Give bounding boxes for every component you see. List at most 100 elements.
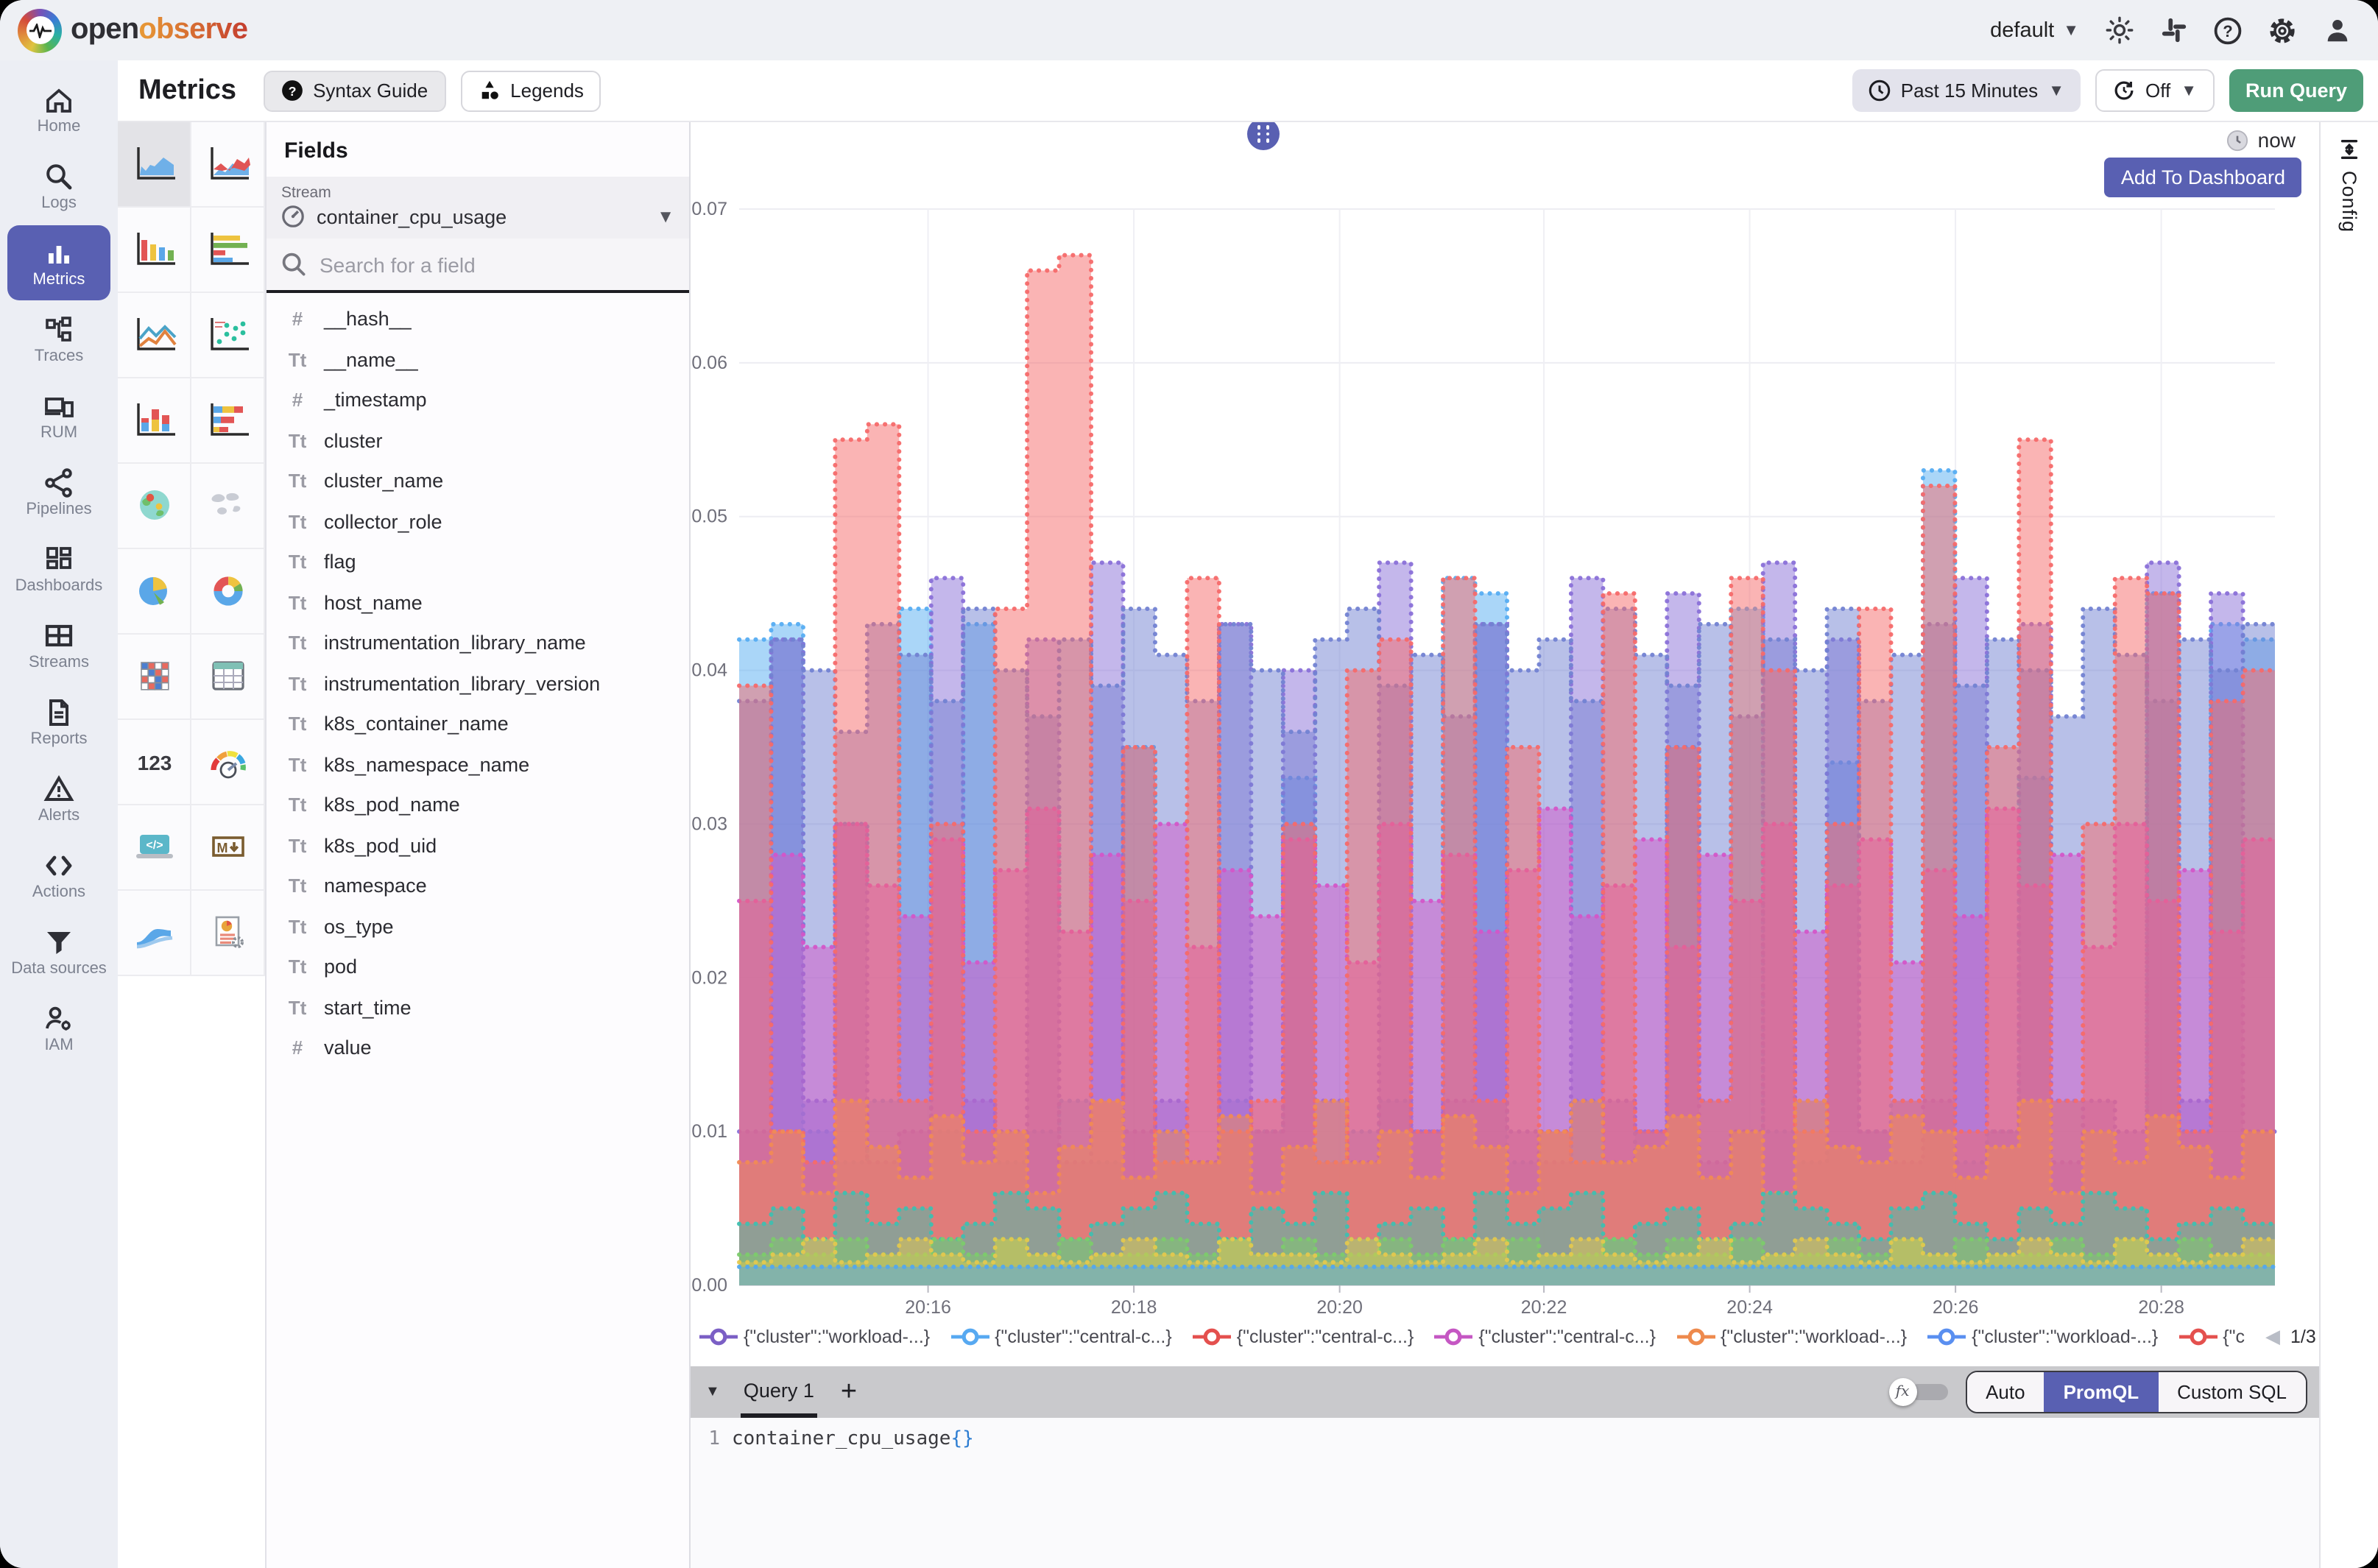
sidebar-item-streams[interactable]: Streams [7, 608, 110, 683]
chart-type-bar-stacked[interactable] [118, 378, 191, 464]
sidebar-item-home[interactable]: Home [7, 72, 110, 147]
field-item-flag[interactable]: Tt flag [267, 542, 689, 582]
chart-type-hbar[interactable] [191, 208, 265, 293]
vrl-function-toggle[interactable]: fx [1888, 1378, 1948, 1406]
field-search-input[interactable]: Search for a field [267, 239, 689, 293]
field-item-cluster_name[interactable]: Tt cluster_name [267, 461, 689, 501]
chart-type-worldmap[interactable] [191, 464, 265, 549]
chart-type-hbar-stacked[interactable] [191, 378, 265, 464]
legend-item-1[interactable]: {"cluster":"workload-...} [699, 1327, 930, 1347]
field-name: k8s_pod_uid [324, 834, 437, 857]
legend-marker-icon [1192, 1328, 1231, 1346]
account-icon[interactable] [2322, 15, 2351, 45]
field-item-os_type[interactable]: Tt os_type [267, 906, 689, 947]
query-editor[interactable]: 1 container_cpu_usage{} [691, 1418, 2319, 1450]
field-item-collector_role[interactable]: Tt collector_role [267, 501, 689, 542]
chart-type-markdown[interactable]: M [191, 805, 265, 891]
legend-item-2[interactable]: {"cluster":"central-c...} [950, 1327, 1172, 1347]
sidebar-item-actions[interactable]: Actions [7, 838, 110, 913]
legend-item-4[interactable]: {"cluster":"central-c...} [1434, 1327, 1656, 1347]
chart-type-heatmap[interactable] [118, 635, 191, 720]
legend-label: {"cluster":"central-c...} [1478, 1327, 1656, 1347]
chart-type-donut[interactable] [191, 549, 265, 635]
sidebar-item-rum[interactable]: RUM [7, 378, 110, 453]
run-query-button[interactable]: Run Query [2229, 69, 2363, 112]
org-selector[interactable]: default ▼ [1990, 18, 2079, 42]
legend-item-6[interactable]: {"cluster":"workload-...} [1927, 1327, 2158, 1347]
sidebar-item-traces[interactable]: Traces [7, 302, 110, 377]
auto-refresh-selector[interactable]: Off ▼ [2095, 69, 2215, 112]
chart-type-sankey[interactable] [118, 891, 191, 976]
legend-item-5[interactable]: {"cluster":"workload-...} [1676, 1327, 1907, 1347]
field-item-instrumentation_library_name[interactable]: Tt instrumentation_library_name [267, 623, 689, 663]
collapse-query-icon[interactable]: ▼ [705, 1384, 720, 1400]
sidebar-item-label: Dashboards [15, 576, 103, 595]
expand-panel-icon [2340, 139, 2358, 160]
sidebar-item-metrics[interactable]: Metrics [7, 225, 110, 300]
chart-type-pie[interactable] [118, 549, 191, 635]
sidebar-item-alerts[interactable]: Alerts [7, 761, 110, 836]
openobserve-logo[interactable]: openobserve [0, 8, 248, 52]
time-range-selector[interactable]: Past 15 Minutes ▼ [1852, 69, 2081, 112]
metrics-chart[interactable]: 0.00 0.01 0.02 0.03 0.04 0.05 0.06 0.07 20:16 20:… [691, 122, 2319, 1332]
text-field-icon: Tt [288, 429, 307, 452]
field-item-__name__[interactable]: Tt __name__ [267, 339, 689, 380]
field-item-start_time[interactable]: Tt start_time [267, 987, 689, 1028]
query-mode-promql[interactable]: PromQL [2044, 1372, 2159, 1412]
legends-button[interactable]: Legends [460, 70, 601, 111]
field-item-k8s_pod_uid[interactable]: Tt k8s_pod_uid [267, 825, 689, 866]
config-tab[interactable]: Config [2319, 122, 2378, 1568]
add-query-button[interactable]: + [840, 1376, 858, 1407]
help-icon[interactable]: ? [2213, 15, 2243, 45]
legend-label: {"cluster":"workload-...} [1972, 1327, 2159, 1347]
chart-type-gauge[interactable] [191, 720, 265, 805]
sidebar-item-data-sources[interactable]: Data sources [7, 914, 110, 989]
svg-text:0.01: 0.01 [691, 1121, 727, 1142]
legend-prev-page-icon[interactable]: ◀ [2265, 1325, 2280, 1347]
field-item-namespace[interactable]: Tt namespace [267, 866, 689, 906]
sidebar-item-dashboards[interactable]: Dashboards [7, 532, 110, 607]
chart-type-area[interactable] [118, 122, 191, 208]
sidebar-item-reports[interactable]: Reports [7, 685, 110, 760]
svg-text:20:24: 20:24 [1726, 1297, 1773, 1318]
field-item-host_name[interactable]: Tt host_name [267, 582, 689, 623]
field-item-instrumentation_library_version[interactable]: Tt instrumentation_library_version [267, 663, 689, 704]
field-name: instrumentation_library_version [324, 672, 601, 695]
page-title: Metrics [138, 74, 237, 105]
tab-query-1[interactable]: Query 1 [740, 1366, 817, 1418]
legend-item-7[interactable]: {"c [2178, 1327, 2245, 1347]
chart-type-area-stacked[interactable] [191, 122, 265, 208]
chart-type-geomap[interactable] [118, 464, 191, 549]
chart-type-scatter[interactable] [191, 293, 265, 378]
field-item-__hash__[interactable]: # __hash__ [267, 299, 689, 339]
slack-icon[interactable] [2159, 15, 2188, 45]
sidebar-item-logs[interactable]: Logs [7, 149, 110, 224]
add-to-dashboard-button[interactable]: Add To Dashboard [2104, 158, 2301, 197]
syntax-guide-button[interactable]: ? Syntax Guide [263, 70, 446, 111]
chart-type-bar[interactable] [118, 208, 191, 293]
sidebar-item-label: Actions [32, 883, 86, 901]
sidebar-item-pipelines[interactable]: Pipelines [7, 455, 110, 530]
field-item-k8s_container_name[interactable]: Tt k8s_container_name [267, 704, 689, 744]
chart-type-custom[interactable] [191, 891, 265, 976]
chart-type-metric[interactable]: 123 [118, 720, 191, 805]
field-item-_timestamp[interactable]: # _timestamp [267, 380, 689, 420]
query-mode-custom-sql[interactable]: Custom SQL [2158, 1372, 2306, 1412]
field-item-cluster[interactable]: Tt cluster [267, 420, 689, 461]
settings-gear-icon[interactable] [2268, 15, 2297, 45]
legend-item-3[interactable]: {"cluster":"central-c...} [1192, 1327, 1414, 1347]
theme-toggle-icon[interactable] [2104, 15, 2134, 45]
field-item-pod[interactable]: Tt pod [267, 947, 689, 987]
chart-type-table[interactable] [191, 635, 265, 720]
openobserve-logo-icon [18, 8, 62, 52]
chart-type-line[interactable] [118, 293, 191, 378]
panel-drag-handle[interactable] [1247, 122, 1280, 150]
chart-type-html[interactable]: </> [118, 805, 191, 891]
field-item-k8s_namespace_name[interactable]: Tt k8s_namespace_name [267, 744, 689, 785]
stream-selector[interactable]: Stream container_cpu_usage ▼ [267, 177, 689, 239]
field-item-k8s_pod_name[interactable]: Tt k8s_pod_name [267, 785, 689, 825]
query-mode-auto[interactable]: Auto [1966, 1372, 2044, 1412]
field-item-value[interactable]: # value [267, 1028, 689, 1068]
svg-text:20:18: 20:18 [1111, 1297, 1157, 1318]
sidebar-item-iam[interactable]: IAM [7, 991, 110, 1066]
